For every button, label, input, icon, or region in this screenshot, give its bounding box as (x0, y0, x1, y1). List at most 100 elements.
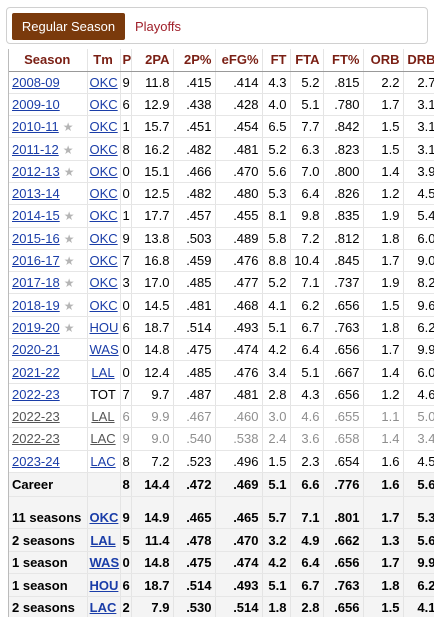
team-link[interactable]: OKC (89, 163, 118, 179)
stat-p-cell: 6 (120, 93, 132, 117)
stat-efg-pct-cell: .477 (215, 271, 263, 295)
stat-2pa-cell: 16.8 (131, 249, 174, 273)
team-link[interactable]: OKC (89, 186, 118, 202)
stat-efg-pct-cell: .496 (215, 450, 263, 473)
stat-2pa-cell: 15.7 (131, 115, 174, 139)
stat-p-cell: 0 (120, 551, 132, 575)
stat-fta-cell: 7.2 (290, 227, 324, 250)
col-header-p[interactable]: P (120, 49, 132, 72)
team-link[interactable]: OKC (89, 275, 118, 291)
season-link[interactable]: 2010-11 (12, 119, 59, 135)
col-header-ft[interactable]: FT (262, 49, 291, 72)
team-link[interactable]: OKC (89, 119, 118, 135)
season-link[interactable]: 2012-13 (12, 163, 60, 179)
stat-ft-cell: 5.3 (262, 182, 291, 206)
season-link[interactable]: 2018-19 (12, 297, 60, 313)
stat-efg-pct-cell: .428 (215, 93, 263, 117)
season-link[interactable]: 2008-09 (12, 74, 60, 90)
bottom-blank-area (0, 617, 434, 640)
col-header-season[interactable]: Season (9, 49, 88, 72)
team-link[interactable]: OKC (89, 297, 118, 313)
stat-ft-cell: 1.8 (262, 596, 291, 617)
season-link[interactable]: 2022-23 (12, 431, 60, 447)
season-link[interactable]: 2021-22 (12, 364, 60, 380)
team-link[interactable]: LAC (89, 600, 117, 616)
stat-drb-cell: 6.0 (403, 227, 434, 250)
team-link[interactable]: OKC (89, 253, 118, 269)
stat-2pa-cell: 18.7 (131, 316, 174, 340)
col-header-2p-pct[interactable]: 2P% (173, 49, 216, 72)
stat-drb-cell: 6.0 (403, 360, 434, 384)
spacer-cell (120, 496, 132, 507)
team-link[interactable]: WAS (89, 555, 120, 571)
team-link[interactable]: OKC (89, 74, 118, 90)
col-header-ft-pct[interactable]: FT% (323, 49, 364, 72)
stat-ft-cell: 5.2 (262, 271, 291, 295)
stat-efg-pct-cell: .460 (215, 405, 263, 429)
season-link[interactable]: 2014-15 (12, 208, 60, 224)
stat-ft-pct-cell: .823 (323, 137, 364, 161)
season-link[interactable]: 2011-12 (12, 141, 59, 157)
col-header-2pa[interactable]: 2PA (131, 49, 174, 72)
spacer-cell (131, 496, 174, 507)
stat-2pa-cell: 7.2 (131, 450, 174, 473)
stats-table-container[interactable]: Season Tm P 2PA 2P% eFG% FT FTA FT% ORB … (8, 49, 434, 617)
team-cell: OKC (87, 227, 121, 250)
stat-orb-cell: 1.9 (363, 271, 404, 295)
col-header-drb[interactable]: DRB (403, 49, 434, 72)
team-link[interactable]: OKC (89, 96, 118, 112)
season-link[interactable]: 2022-23 (12, 386, 60, 402)
tab-regular-season[interactable]: Regular Season (12, 13, 125, 40)
team-link[interactable]: OKC (89, 141, 118, 157)
team-link[interactable]: OKC (89, 208, 118, 224)
team-link[interactable]: LAL (91, 364, 115, 380)
team-link[interactable]: LAC (90, 453, 116, 469)
stat-2p-pct-cell: .438 (173, 93, 216, 117)
season-link[interactable]: 2016-17 (12, 253, 60, 269)
season-link[interactable]: 2013-14 (12, 186, 60, 202)
team-link[interactable]: HOU (89, 319, 119, 335)
team-link[interactable]: HOU (89, 577, 119, 593)
stat-2pa-cell: 7.9 (131, 596, 174, 617)
season-link[interactable]: 2022-23 (12, 409, 60, 425)
team-link[interactable]: OKC (89, 509, 119, 525)
team-cell: LAC (87, 596, 121, 617)
season-link[interactable]: 2020-21 (12, 342, 60, 358)
tab-playoffs[interactable]: Playoffs (135, 19, 182, 34)
season-link[interactable]: 2017-18 (12, 275, 60, 291)
stat-drb-cell: 9.9 (403, 338, 434, 362)
stat-p-cell: 9 (120, 427, 132, 451)
stat-p-cell: 8 (120, 450, 132, 473)
team-link[interactable]: OKC (89, 230, 118, 246)
stat-efg-pct-cell: .493 (215, 316, 263, 340)
season-link[interactable]: 2009-10 (12, 96, 60, 112)
team-cell: OKC (87, 137, 121, 161)
col-header-orb[interactable]: ORB (363, 49, 404, 72)
season-link[interactable]: 2015-16 (12, 230, 60, 246)
season-link[interactable]: 2023-24 (12, 453, 60, 469)
stat-2pa-cell: 12.5 (131, 182, 174, 206)
team-link[interactable]: LAL (91, 409, 115, 425)
stat-p-cell: 6 (120, 405, 132, 429)
stat-ft-cell: 4.2 (262, 551, 291, 575)
team-link[interactable]: LAL (90, 532, 116, 548)
team-link[interactable]: WAS (89, 342, 119, 358)
col-header-fta[interactable]: FTA (290, 49, 324, 72)
stat-fta-cell: 6.7 (290, 316, 324, 340)
stat-2p-pct-cell: .514 (173, 316, 216, 340)
stat-2p-pct-cell: .459 (173, 249, 216, 273)
col-header-team[interactable]: Tm (87, 49, 121, 72)
team-link[interactable]: LAC (90, 431, 116, 447)
stat-fta-cell: 6.3 (290, 137, 324, 161)
season-cell: 2018-19 ★ (9, 293, 88, 317)
season-link[interactable]: 2019-20 (12, 319, 60, 335)
season-cell: 2017-18 ★ (9, 271, 88, 295)
stat-2p-pct-cell: .465 (173, 506, 216, 530)
stat-orb-cell: 1.7 (363, 249, 404, 273)
table-row: 2020-21WAS014.8.475.4744.26.4.6561.79.91… (9, 338, 434, 362)
stat-drb-cell: 3.1 (403, 93, 434, 117)
col-header-efg-pct[interactable]: eFG% (215, 49, 263, 72)
season-cell: 2014-15 ★ (9, 204, 88, 228)
